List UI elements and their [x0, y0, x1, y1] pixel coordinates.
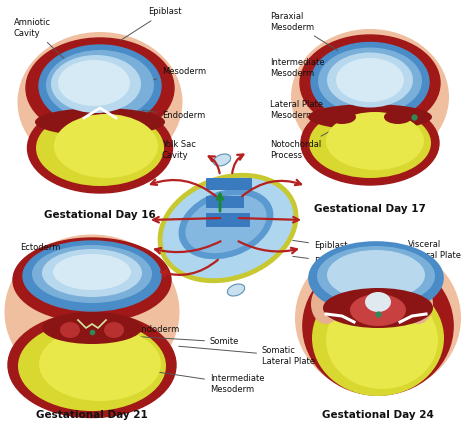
- Text: Endoderm: Endoderm: [293, 256, 357, 266]
- Ellipse shape: [36, 110, 164, 186]
- Ellipse shape: [326, 291, 438, 389]
- Ellipse shape: [291, 29, 449, 165]
- Text: Intermediate
Mesoderm: Intermediate Mesoderm: [147, 370, 264, 394]
- Ellipse shape: [312, 280, 444, 396]
- Text: Endoderm: Endoderm: [111, 326, 179, 335]
- Ellipse shape: [327, 53, 413, 108]
- Ellipse shape: [160, 175, 296, 281]
- Ellipse shape: [309, 242, 443, 314]
- Ellipse shape: [300, 35, 440, 131]
- Ellipse shape: [213, 154, 231, 166]
- Ellipse shape: [54, 114, 158, 178]
- Text: Somatic
Lateral Plate: Somatic Lateral Plate: [179, 346, 315, 366]
- Text: Mesoderm: Mesoderm: [139, 68, 206, 83]
- Text: Gestational Day 24: Gestational Day 24: [322, 410, 434, 420]
- Text: Ectoderm: Ectoderm: [20, 243, 60, 270]
- Ellipse shape: [303, 257, 453, 395]
- Ellipse shape: [384, 110, 412, 124]
- Ellipse shape: [8, 312, 176, 418]
- Ellipse shape: [4, 234, 180, 389]
- Ellipse shape: [328, 110, 356, 124]
- Text: Notochordal
Process: Notochordal Process: [270, 129, 334, 160]
- Ellipse shape: [185, 195, 266, 253]
- Ellipse shape: [104, 322, 124, 338]
- Ellipse shape: [13, 238, 171, 322]
- Ellipse shape: [295, 242, 461, 394]
- Text: Yolk Sac
Cavity: Yolk Sac Cavity: [133, 140, 196, 160]
- Ellipse shape: [350, 294, 406, 326]
- Ellipse shape: [23, 241, 161, 311]
- FancyBboxPatch shape: [206, 178, 252, 190]
- Ellipse shape: [311, 43, 429, 122]
- Text: Epiblast: Epiblast: [120, 7, 182, 40]
- Ellipse shape: [317, 246, 435, 306]
- Text: Endoderm: Endoderm: [143, 110, 205, 121]
- Text: Gestational Day 16: Gestational Day 16: [44, 210, 156, 220]
- Text: Somite: Somite: [131, 336, 239, 346]
- Ellipse shape: [39, 45, 161, 127]
- Ellipse shape: [179, 189, 273, 259]
- Ellipse shape: [42, 249, 142, 297]
- Ellipse shape: [26, 38, 174, 138]
- Ellipse shape: [327, 250, 425, 300]
- Ellipse shape: [18, 32, 182, 172]
- Ellipse shape: [51, 55, 141, 113]
- Ellipse shape: [60, 322, 80, 338]
- Text: Gestational Day 17: Gestational Day 17: [314, 204, 426, 214]
- Ellipse shape: [228, 284, 245, 296]
- Text: Lateral Plate
Mesoderm: Lateral Plate Mesoderm: [270, 100, 330, 120]
- Text: Amniotic
Cavity: Amniotic Cavity: [14, 18, 78, 72]
- Ellipse shape: [35, 108, 165, 136]
- Ellipse shape: [46, 50, 154, 120]
- Ellipse shape: [365, 292, 391, 312]
- Ellipse shape: [318, 47, 422, 115]
- FancyBboxPatch shape: [206, 213, 250, 227]
- Text: Paraxial
Mesoderm: Paraxial Mesoderm: [270, 12, 337, 50]
- Ellipse shape: [18, 321, 166, 411]
- FancyBboxPatch shape: [206, 196, 244, 208]
- Ellipse shape: [403, 284, 433, 324]
- Ellipse shape: [301, 101, 439, 185]
- Ellipse shape: [53, 254, 131, 290]
- Ellipse shape: [32, 245, 152, 303]
- Ellipse shape: [311, 284, 341, 324]
- Ellipse shape: [308, 104, 432, 130]
- Ellipse shape: [27, 103, 173, 193]
- Ellipse shape: [58, 60, 130, 106]
- Ellipse shape: [326, 112, 424, 170]
- Text: Gestational Day 21: Gestational Day 21: [36, 410, 148, 420]
- Ellipse shape: [164, 179, 292, 277]
- Ellipse shape: [39, 327, 161, 401]
- Ellipse shape: [42, 312, 142, 344]
- Ellipse shape: [309, 108, 431, 178]
- Ellipse shape: [323, 288, 433, 328]
- Text: Intermediate
Mesoderm: Intermediate Mesoderm: [270, 58, 331, 81]
- Ellipse shape: [336, 58, 404, 102]
- Text: Visceral
Lateral Plate: Visceral Lateral Plate: [408, 240, 461, 279]
- Text: Epiblast: Epiblast: [293, 240, 347, 250]
